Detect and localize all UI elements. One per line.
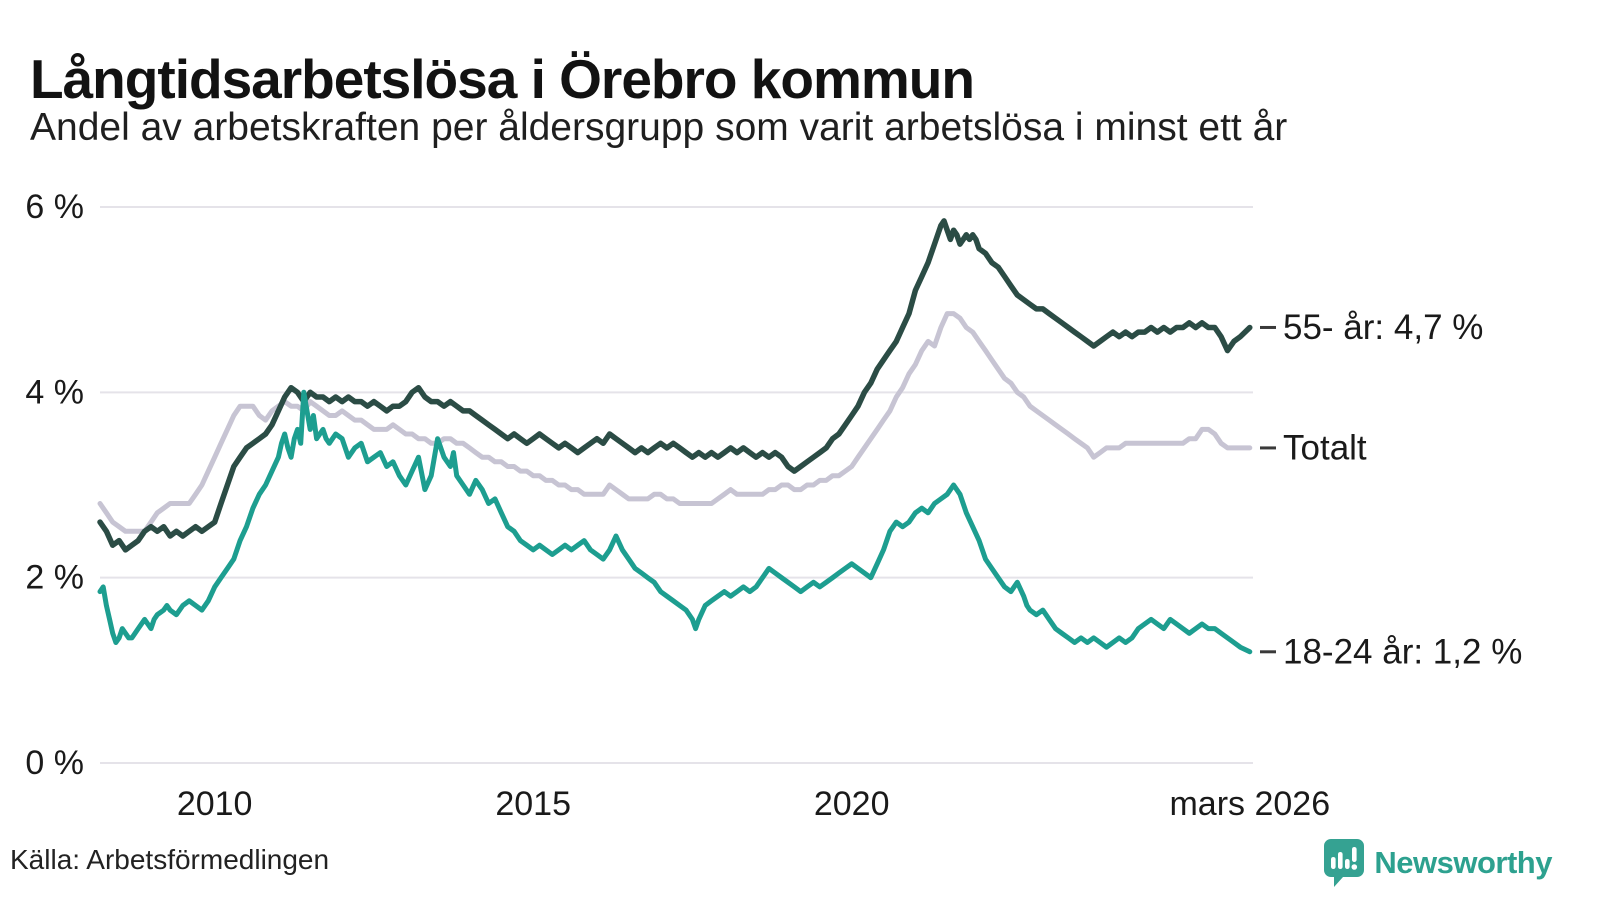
series-end-label: Totalt bbox=[1283, 428, 1367, 467]
source-text: Källa: Arbetsförmedlingen bbox=[10, 844, 330, 875]
chart-subtitle: Andel av arbetskraften per åldersgrupp s… bbox=[30, 106, 1288, 149]
series-end-label: 55- år: 4,7 % bbox=[1283, 308, 1483, 347]
x-tick-label: 2020 bbox=[814, 785, 890, 823]
y-tick-label: 2 % bbox=[25, 559, 84, 597]
x-tick-label: 2015 bbox=[495, 785, 571, 823]
x-tick-label: 2010 bbox=[177, 785, 253, 823]
y-tick-label: 0 % bbox=[25, 744, 84, 782]
series-line-totalt bbox=[97, 311, 1253, 534]
series-end-label: 18-24 år: 1,2 % bbox=[1283, 632, 1522, 671]
newsworthy-bubble-icon bbox=[1324, 839, 1365, 887]
series-line-55-r bbox=[97, 218, 1253, 553]
newsworthy-brand-text: Newsworthy bbox=[1374, 845, 1552, 880]
series-line-18-24-r bbox=[97, 389, 1253, 655]
x-tick-label: mars 2026 bbox=[1169, 785, 1330, 823]
chart-title: Långtidsarbetslösa i Örebro kommun bbox=[30, 47, 975, 110]
newsworthy-logo: Newsworthy bbox=[1322, 838, 1552, 888]
y-tick-label: 6 % bbox=[25, 188, 84, 226]
y-tick-label: 4 % bbox=[25, 373, 84, 411]
